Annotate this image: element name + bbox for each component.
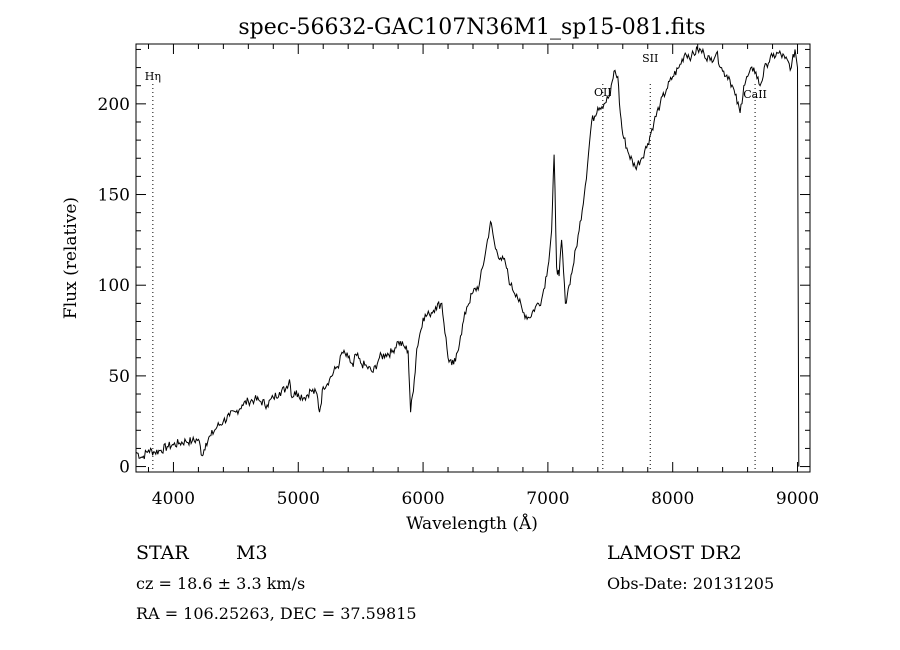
obs-date-label: Obs-Date: 20131205 [607, 574, 774, 593]
spectral-line-label: Hη [145, 70, 161, 83]
x-tick-label: 9000 [776, 489, 819, 509]
spectral-line-label: SII [642, 52, 658, 65]
x-tick-label: 4000 [152, 489, 195, 509]
axis-ticks [136, 44, 810, 472]
tick-labels: 4000 5000 6000 7000 8000 9000 0 50 100 150 200 [98, 95, 820, 509]
x-tick-label: 8000 [651, 489, 694, 509]
y-tick-label: 200 [98, 95, 130, 115]
spectrum-series-line [135, 46, 800, 467]
cz-label: cz = 18.6 ± 3.3 km/s [136, 574, 305, 593]
subclass-label: M3 [236, 542, 268, 564]
class-label: STAR [136, 542, 189, 564]
y-axis-label: Flux (relative) [61, 197, 81, 319]
x-tick-label: 7000 [526, 489, 569, 509]
x-tick-label: 6000 [401, 489, 444, 509]
y-tick-label: 100 [98, 276, 130, 296]
spectral-line-label: CaII [743, 88, 767, 101]
y-tick-label: 0 [119, 458, 130, 478]
y-tick-label: 50 [108, 367, 130, 387]
x-axis-label: Wavelength (Å) [406, 513, 538, 534]
plot-frame [135, 43, 811, 473]
x-tick-label: 5000 [277, 489, 320, 509]
coords-label: RA = 106.25263, DEC = 37.59815 [136, 604, 417, 623]
y-tick-label: 150 [98, 186, 130, 206]
chart-title: spec-56632-GAC107N36M1_sp15-081.fits [238, 15, 705, 40]
survey-label: LAMOST DR2 [607, 542, 742, 564]
